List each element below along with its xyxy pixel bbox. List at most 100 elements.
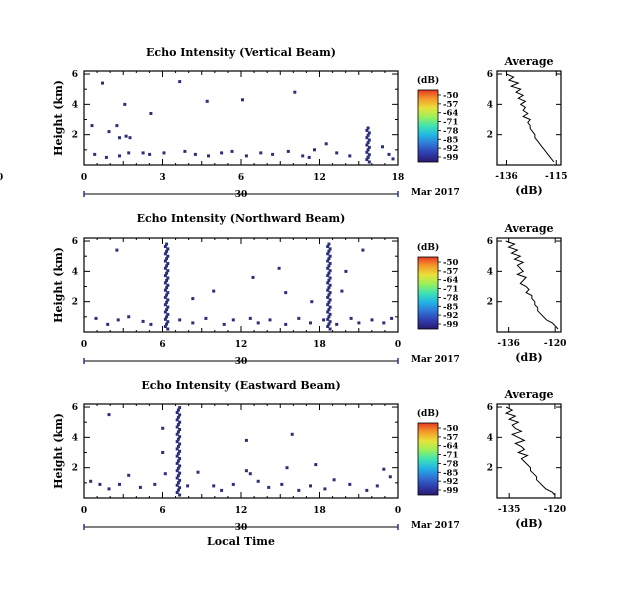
x-tick-label: 18 [313,340,326,350]
echo-cell [277,266,281,270]
echo-cell [178,406,182,410]
echo-cell [328,305,332,309]
echo-cell [104,155,108,159]
echo-cell [176,430,180,434]
x-tick-label: 3 [159,173,165,183]
echo-cell [328,276,332,280]
echo-cell [178,478,182,482]
x-tick-label: 12 [313,173,326,183]
echo-cell [327,249,331,253]
echo-cell [326,245,330,248]
echo-cell [327,242,331,246]
echo-cell [367,153,371,157]
echo-cell [178,318,182,322]
echo-cell [297,316,301,320]
echo-cell [361,248,365,252]
echo-cell [326,317,330,321]
echo-cell [176,423,180,427]
echo-cell [231,318,235,322]
profile-x-label: (dB) [515,184,542,197]
echo-cell [327,308,331,312]
echo-cell [176,466,180,470]
echo-cell [244,438,248,442]
echo-cell [323,487,327,491]
y-tick-label: 6 [72,237,78,247]
colorbar-tick-label: -71 [443,285,458,295]
echo-cell [286,149,290,153]
echo-cell [327,264,331,268]
echo-cell [367,138,371,142]
echo-cell [153,482,157,486]
colorbar-tick-label: -71 [443,118,458,128]
echo-cell [230,149,234,153]
date-marker: 30 [235,190,248,200]
echo-cell [178,457,182,461]
echo-cell [193,152,197,156]
echo-cell [115,124,119,128]
echo-cell [290,432,294,436]
echo-cell [163,295,167,299]
echo-cell [161,451,165,454]
echo-cell [307,155,311,159]
echo-cell [314,463,318,467]
echo-cell [163,303,167,307]
echo-cell [326,310,330,314]
echo-cell [176,488,180,492]
echo-cell [118,136,121,140]
echo-cell [365,158,369,161]
echo-cell [163,266,167,270]
echo-cell [326,252,330,256]
chart-title: Echo Intensity (Vertical Beam) [146,46,336,59]
echo-cell [178,471,182,475]
echo-cell [163,274,167,278]
colorbar-tick-label: -85 [443,468,458,478]
profile-x-tick-label: -115 [545,172,568,182]
colorbar-tick-label: -92 [443,477,458,487]
echo-cell [176,459,180,463]
echo-cell [106,322,110,326]
y-axis-label: Height (km) [52,247,65,323]
echo-cell [178,80,182,84]
echo-cell [322,318,326,322]
echo-cell [244,469,248,473]
echo-cell [178,442,182,446]
colorbar-tick-label: -78 [443,293,458,303]
x-tick-label: 0 [81,506,87,516]
echo-cell [141,319,145,323]
x-tick-label: 6 [159,506,165,516]
echo-cell [93,152,97,156]
echo-cell [327,257,331,261]
echo-cell [241,98,244,102]
echo-cell [166,312,170,316]
echo-cell [348,154,352,158]
profile-x-tick-label: -135 [498,505,521,515]
echo-cell [175,418,179,422]
colorbar-tick-label: -64 [443,109,458,119]
profile-y-tick-label: 2 [487,464,493,474]
echo-cell [196,470,200,474]
echo-cell [166,320,170,324]
colorbar-tick-label: -99 [443,486,458,496]
colorbar-tick-label: -99 [443,153,458,163]
echo-cell [366,141,370,145]
echo-cell [124,134,128,138]
echo-cell [335,322,339,326]
profile-x-tick-label: -120 [544,505,567,515]
colorbar-tick-label: -78 [443,459,458,469]
echo-cell [149,112,153,115]
echo-cell [166,283,170,287]
echo-cell [178,435,182,439]
echo-cell [89,479,93,483]
echo-cell [391,157,395,161]
y-tick-label: 4 [72,100,78,110]
echo-cell [178,413,182,417]
echo-cell [328,254,332,258]
profile-frame [496,237,562,333]
echo-cell [271,152,275,156]
echo-cell [165,308,169,312]
echo-cell [220,151,224,155]
echo-cell [326,288,330,292]
profile-y-tick-label: 2 [487,131,493,141]
echo-cell [166,291,170,295]
profile-frame [496,403,562,499]
